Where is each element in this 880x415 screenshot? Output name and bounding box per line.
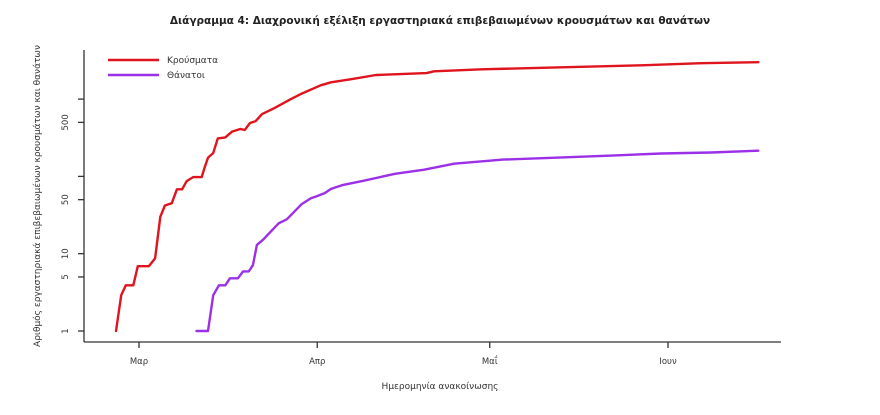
legend: Κρούσματα Θάνατοι — [108, 55, 218, 81]
y-tick-label: 10 — [61, 248, 71, 259]
x-tick-label: Ιουν — [659, 357, 677, 367]
series-line-deaths — [195, 149, 760, 333]
y-tick-label: 500 — [61, 114, 71, 130]
y-tick-label: 5 — [61, 274, 71, 279]
y-axis-label: Αριθμός εργαστηριακά επιβεβαιωμένων κρου… — [32, 45, 43, 347]
x-axis-label: Ημερομηνία ανακοίνωσης — [382, 382, 499, 392]
x-axis-ticks: Μαρ Απρ Μαΐ Ιουν — [130, 342, 677, 367]
y-tick-label: 50 — [61, 194, 71, 205]
chart-title: Διάγραμμα 4: Διαχρονική εξέλιξη εργαστηρ… — [170, 15, 710, 27]
legend-label-deaths: Θάνατοι — [167, 71, 205, 81]
legend-label-cases: Κρούσματα — [167, 55, 218, 66]
x-tick-label: Μαΐ — [482, 355, 498, 367]
x-tick-label: Απρ — [309, 357, 325, 367]
y-axis-ticks: 1 5 10 50 500 — [61, 98, 84, 334]
y-tick-label: 1 — [61, 328, 71, 333]
x-tick-label: Μαρ — [130, 357, 148, 367]
series-line-cases — [114, 61, 760, 333]
